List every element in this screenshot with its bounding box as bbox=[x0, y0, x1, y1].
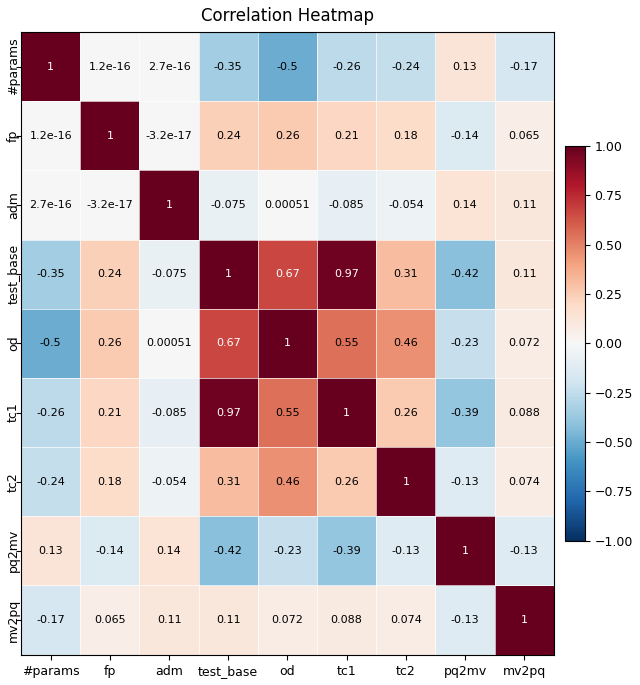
Text: 0.24: 0.24 bbox=[216, 131, 241, 141]
Text: 1: 1 bbox=[106, 131, 113, 141]
Text: -0.17: -0.17 bbox=[510, 62, 539, 72]
Text: 1: 1 bbox=[461, 546, 468, 556]
Text: 0.55: 0.55 bbox=[334, 338, 359, 349]
Text: -0.23: -0.23 bbox=[273, 546, 302, 556]
Text: 0.24: 0.24 bbox=[97, 269, 122, 279]
Text: 0.18: 0.18 bbox=[97, 477, 122, 487]
Text: -0.13: -0.13 bbox=[510, 546, 538, 556]
Text: 0.11: 0.11 bbox=[512, 200, 536, 210]
Text: 0.26: 0.26 bbox=[275, 131, 300, 141]
Text: -0.35: -0.35 bbox=[214, 62, 243, 72]
Text: -0.26: -0.26 bbox=[332, 62, 361, 72]
Text: -0.35: -0.35 bbox=[36, 269, 65, 279]
Text: 1.2e-16: 1.2e-16 bbox=[88, 62, 131, 72]
Text: -0.42: -0.42 bbox=[451, 269, 479, 279]
Title: Correlation Heatmap: Correlation Heatmap bbox=[201, 7, 374, 25]
Text: 0.088: 0.088 bbox=[331, 615, 363, 625]
Text: 0.065: 0.065 bbox=[94, 615, 125, 625]
Text: 0.26: 0.26 bbox=[394, 408, 418, 418]
Text: 0.46: 0.46 bbox=[275, 477, 300, 487]
Text: -0.24: -0.24 bbox=[392, 62, 420, 72]
Text: 2.7e-16: 2.7e-16 bbox=[148, 62, 191, 72]
Text: -0.39: -0.39 bbox=[332, 546, 361, 556]
Text: 1: 1 bbox=[403, 477, 410, 487]
Text: 2.7e-16: 2.7e-16 bbox=[29, 200, 72, 210]
Text: 0.11: 0.11 bbox=[216, 615, 241, 625]
Text: -0.23: -0.23 bbox=[451, 338, 479, 349]
Text: -0.14: -0.14 bbox=[451, 131, 479, 141]
Text: 0.31: 0.31 bbox=[394, 269, 418, 279]
Text: 0.072: 0.072 bbox=[508, 338, 540, 349]
Text: 0.18: 0.18 bbox=[394, 131, 418, 141]
Text: -0.39: -0.39 bbox=[451, 408, 479, 418]
Text: 0.67: 0.67 bbox=[216, 338, 241, 349]
Text: 0.13: 0.13 bbox=[38, 546, 63, 556]
Text: -3.2e-17: -3.2e-17 bbox=[146, 131, 193, 141]
Text: 0.46: 0.46 bbox=[394, 338, 418, 349]
Text: 0.31: 0.31 bbox=[216, 477, 241, 487]
Text: 0.97: 0.97 bbox=[216, 408, 241, 418]
Text: 0.14: 0.14 bbox=[157, 546, 182, 556]
Text: 1: 1 bbox=[521, 615, 528, 625]
Text: -0.085: -0.085 bbox=[151, 408, 187, 418]
Text: 0.00051: 0.00051 bbox=[265, 200, 310, 210]
Text: -3.2e-17: -3.2e-17 bbox=[86, 200, 133, 210]
Text: 0.97: 0.97 bbox=[334, 269, 359, 279]
Text: 0.072: 0.072 bbox=[271, 615, 303, 625]
Text: 0.13: 0.13 bbox=[452, 62, 477, 72]
Text: 0.26: 0.26 bbox=[334, 477, 359, 487]
Text: 0.074: 0.074 bbox=[390, 615, 422, 625]
Text: 0.074: 0.074 bbox=[508, 477, 540, 487]
Text: 0.55: 0.55 bbox=[275, 408, 300, 418]
Text: -0.5: -0.5 bbox=[276, 62, 298, 72]
Text: 0.21: 0.21 bbox=[334, 131, 359, 141]
Text: -0.17: -0.17 bbox=[36, 615, 65, 625]
Text: 0.00051: 0.00051 bbox=[147, 338, 192, 349]
Text: -0.24: -0.24 bbox=[36, 477, 65, 487]
Text: -0.26: -0.26 bbox=[36, 408, 65, 418]
Text: -0.5: -0.5 bbox=[40, 338, 61, 349]
Text: 1: 1 bbox=[47, 62, 54, 72]
Text: 1: 1 bbox=[225, 269, 232, 279]
Text: 1: 1 bbox=[166, 200, 173, 210]
Text: 0.14: 0.14 bbox=[452, 200, 477, 210]
Text: 1.2e-16: 1.2e-16 bbox=[29, 131, 72, 141]
Text: 0.065: 0.065 bbox=[508, 131, 540, 141]
Text: -0.075: -0.075 bbox=[211, 200, 246, 210]
Text: -0.054: -0.054 bbox=[151, 477, 187, 487]
Text: -0.42: -0.42 bbox=[214, 546, 243, 556]
Text: 1: 1 bbox=[284, 338, 291, 349]
Text: -0.075: -0.075 bbox=[151, 269, 187, 279]
Text: -0.13: -0.13 bbox=[451, 615, 479, 625]
Text: -0.054: -0.054 bbox=[388, 200, 424, 210]
Text: -0.085: -0.085 bbox=[329, 200, 365, 210]
Text: 0.26: 0.26 bbox=[97, 338, 122, 349]
Text: -0.14: -0.14 bbox=[95, 546, 124, 556]
Text: -0.13: -0.13 bbox=[451, 477, 479, 487]
Text: 1: 1 bbox=[343, 408, 350, 418]
Text: 0.67: 0.67 bbox=[275, 269, 300, 279]
Text: 0.11: 0.11 bbox=[157, 615, 181, 625]
Text: 0.088: 0.088 bbox=[508, 408, 540, 418]
Text: -0.13: -0.13 bbox=[392, 546, 420, 556]
Text: 0.11: 0.11 bbox=[512, 269, 536, 279]
Text: 0.21: 0.21 bbox=[97, 408, 122, 418]
